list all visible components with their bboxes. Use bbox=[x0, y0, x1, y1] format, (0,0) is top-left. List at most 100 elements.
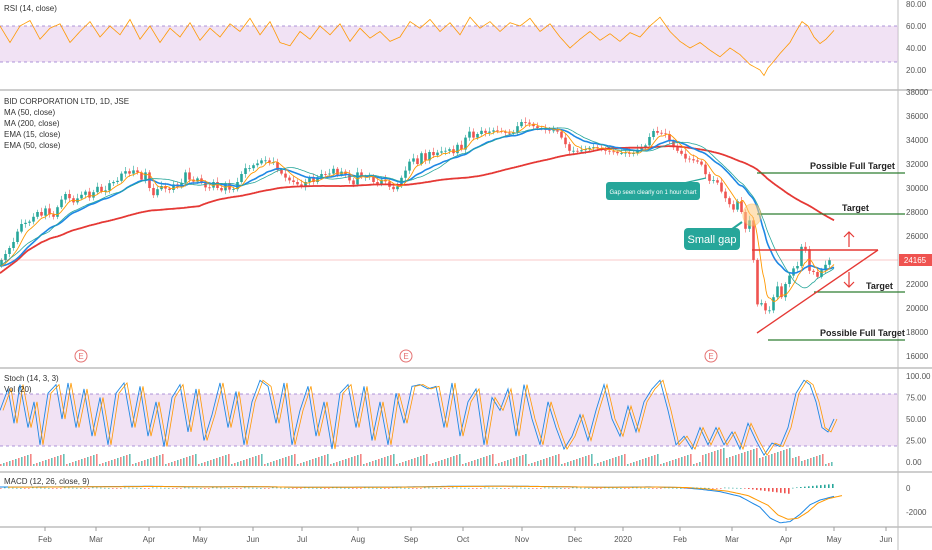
macd-hist-bar bbox=[88, 488, 90, 489]
candle-body bbox=[92, 192, 95, 198]
candle-body bbox=[592, 147, 595, 148]
volume-bar bbox=[399, 463, 401, 466]
volume-bar bbox=[225, 455, 227, 466]
candle-body bbox=[768, 310, 771, 312]
candle-body bbox=[560, 131, 563, 138]
small-gap-text: Small gap bbox=[688, 234, 737, 246]
candle-body bbox=[292, 180, 295, 182]
volume-bar bbox=[87, 457, 89, 466]
macd-hist-bar bbox=[632, 487, 634, 489]
candle-body bbox=[280, 170, 283, 174]
volume-bar bbox=[294, 454, 296, 466]
macd-hist-bar bbox=[544, 487, 546, 489]
macd-hist-bar bbox=[708, 487, 710, 489]
macd-hist-bar bbox=[252, 487, 254, 489]
candle-body bbox=[824, 264, 827, 271]
macd-hist-bar bbox=[700, 487, 702, 489]
macd-hist-bar bbox=[220, 487, 222, 489]
macd-hist-bar bbox=[340, 487, 342, 489]
macd-hist-bar bbox=[280, 487, 282, 489]
macd-hist-bar bbox=[24, 488, 26, 489]
volume-bar bbox=[30, 454, 32, 466]
macd-hist-bar bbox=[752, 488, 754, 490]
volume-bar bbox=[171, 462, 173, 466]
volume-bar bbox=[675, 459, 677, 466]
volume-bar bbox=[429, 464, 431, 466]
volume-bar bbox=[135, 463, 137, 466]
macd-hist-bar bbox=[516, 487, 518, 489]
candle-body bbox=[100, 186, 103, 192]
macd-hist-bar bbox=[372, 487, 374, 489]
volume-bar bbox=[618, 456, 620, 466]
macd-hist-bar bbox=[652, 488, 654, 489]
macd-tick-label: -2000 bbox=[906, 508, 927, 517]
candle-body bbox=[784, 284, 787, 298]
macd-hist-bar bbox=[504, 488, 506, 489]
legend-ma50: MA (50, close) bbox=[4, 108, 55, 117]
volume-bar bbox=[591, 454, 593, 466]
candle-body bbox=[776, 286, 779, 298]
macd-hist-bar bbox=[344, 487, 346, 489]
volume-bar bbox=[411, 459, 413, 466]
candle-body bbox=[780, 286, 783, 298]
volume-bar bbox=[102, 463, 104, 466]
macd-hist-bar bbox=[144, 488, 146, 489]
candle-body bbox=[484, 130, 487, 133]
macd-hist-bar bbox=[820, 485, 822, 488]
candle-body bbox=[64, 194, 67, 200]
volume-bar bbox=[219, 457, 221, 466]
volume-bar bbox=[453, 456, 455, 466]
candle-body bbox=[428, 152, 431, 161]
macd-hist-bar bbox=[296, 488, 298, 489]
volume-bar bbox=[42, 461, 44, 466]
volume-bar bbox=[441, 460, 443, 466]
candle-body bbox=[432, 152, 435, 156]
volume-bar bbox=[84, 458, 86, 466]
volume-bar bbox=[732, 456, 734, 466]
volume-bar bbox=[828, 463, 830, 466]
volume-bar bbox=[336, 462, 338, 466]
volume-bar bbox=[522, 455, 524, 466]
volume-bar bbox=[444, 459, 446, 466]
candle-body bbox=[688, 158, 691, 160]
volume-bar bbox=[714, 451, 716, 466]
macd-hist-bar bbox=[696, 487, 698, 489]
macd-hist-bar bbox=[64, 487, 66, 489]
macd-hist-bar bbox=[56, 488, 58, 489]
volume-bar bbox=[798, 456, 800, 466]
candle-body bbox=[800, 246, 803, 266]
volume-bar bbox=[384, 457, 386, 466]
volume-bar bbox=[339, 461, 341, 466]
macd-hist-bar bbox=[452, 487, 454, 489]
volume-bar bbox=[723, 448, 725, 466]
candle-body bbox=[212, 182, 215, 188]
volume-bar bbox=[162, 454, 164, 466]
macd-hist-bar bbox=[688, 488, 690, 489]
candle-body bbox=[448, 149, 451, 151]
macd-hist-bar bbox=[72, 487, 74, 489]
volume-bar bbox=[345, 459, 347, 466]
macd-hist-bar bbox=[740, 488, 742, 489]
volume-bar bbox=[291, 455, 293, 466]
macd-hist-bar bbox=[112, 488, 114, 489]
earnings-markers: E E E bbox=[74, 349, 718, 363]
macd-hist-bar bbox=[140, 488, 142, 489]
volume-bar bbox=[177, 460, 179, 466]
x-tick-label: Feb bbox=[673, 535, 687, 544]
volume-bar bbox=[276, 460, 278, 466]
x-tick-label: Apr bbox=[780, 535, 793, 544]
x-tick-label: Sep bbox=[404, 535, 419, 544]
volume-bar bbox=[819, 455, 821, 466]
volume-bar bbox=[357, 455, 359, 466]
candle-body bbox=[316, 177, 319, 182]
legend-ema15: EMA (15, close) bbox=[4, 130, 61, 139]
volume-bar bbox=[270, 462, 272, 466]
macd-hist-bar bbox=[332, 487, 334, 489]
volume-bar bbox=[606, 460, 608, 466]
volume-bar bbox=[519, 456, 521, 466]
macd-hist-bar bbox=[248, 487, 250, 489]
candle-body bbox=[676, 147, 679, 151]
candle-body bbox=[664, 133, 667, 135]
macd-hist-bar bbox=[828, 484, 830, 488]
volume-bar bbox=[822, 454, 824, 466]
